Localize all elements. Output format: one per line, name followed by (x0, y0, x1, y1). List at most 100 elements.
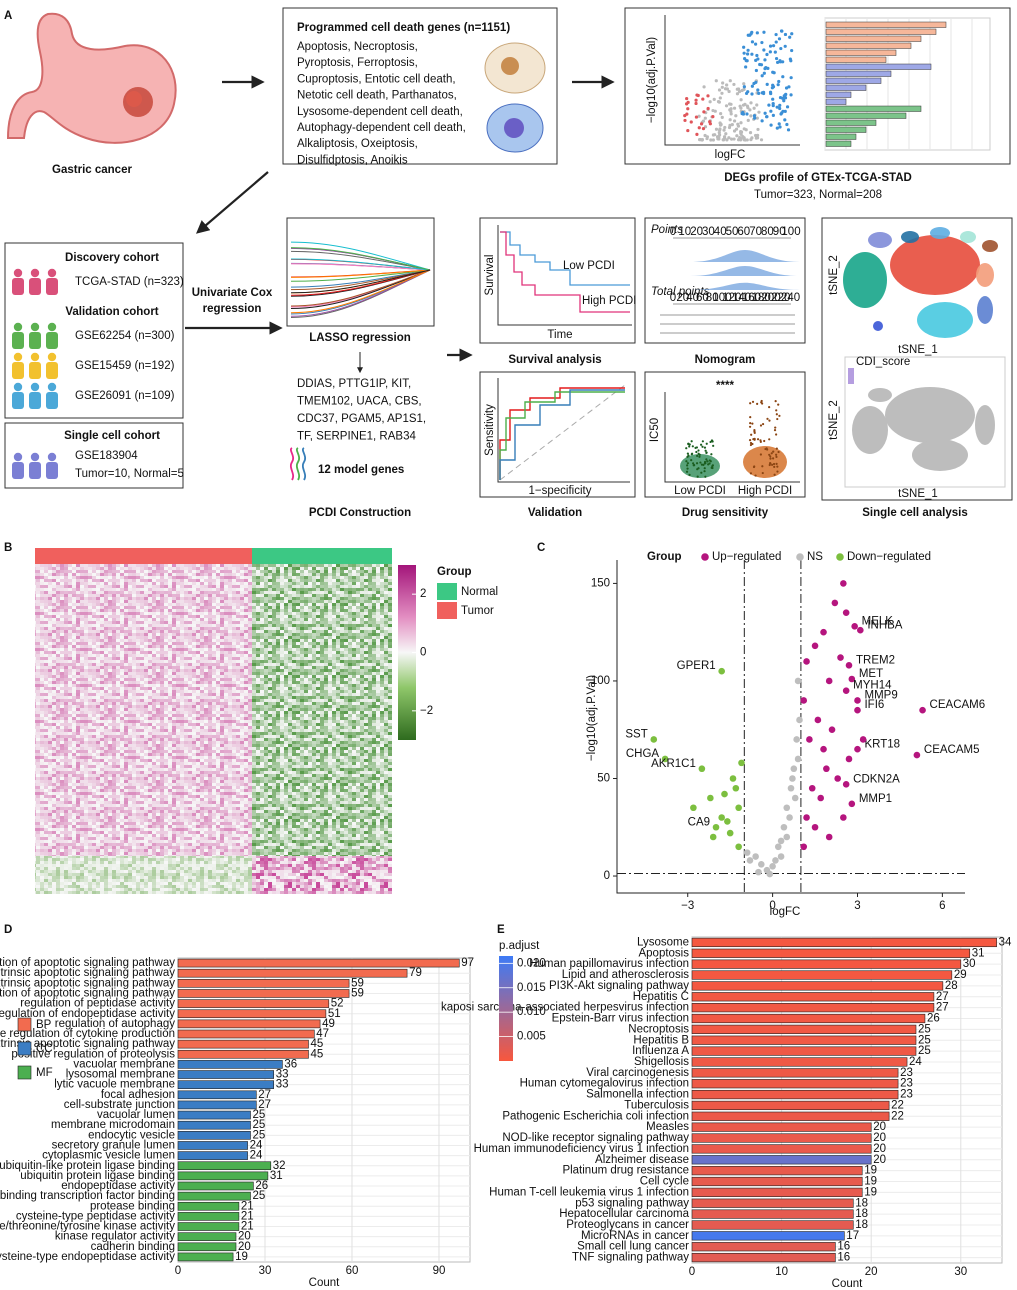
bar (691, 1198, 854, 1208)
mini-dot (746, 90, 750, 94)
gene-line: TMEM102, UACA, CBS, (297, 396, 422, 408)
mini-dot (776, 83, 780, 87)
point (772, 857, 779, 864)
violin-dot (751, 400, 755, 403)
arrow-label: regression (203, 303, 262, 315)
mini-dot (725, 87, 730, 91)
mini-dot (703, 125, 708, 129)
legend-label: MF (36, 1067, 53, 1079)
mini-dot (757, 110, 761, 114)
category-label: positive regulation of cytokine producti… (0, 1028, 175, 1040)
nomo-tick: 30 (702, 226, 715, 238)
mini-bar (825, 70, 892, 77)
legend-title: p.adjust (499, 940, 540, 952)
bar (691, 1100, 890, 1111)
point (854, 745, 861, 753)
mini-dot (776, 60, 780, 65)
value-label: 19 (864, 1186, 877, 1198)
cell-icon (501, 57, 519, 75)
category-label: Viral carcinogenesis (586, 1067, 689, 1079)
x-tick-label: 90 (433, 1265, 446, 1277)
tsne-cluster (901, 231, 919, 243)
person-icon (29, 392, 41, 409)
point (786, 814, 793, 821)
point-label: AKR1C1 (651, 758, 696, 770)
category-label: focal adhesion (101, 1089, 175, 1101)
person-icon (47, 322, 57, 332)
plot-bg (691, 936, 1003, 1264)
bar (691, 948, 971, 958)
category-label: protein serine/threonine/tyrosine kinase… (0, 1221, 175, 1233)
mini-dot (689, 120, 693, 124)
mini-dot (719, 112, 723, 116)
bar (177, 1070, 274, 1079)
cohort-title: Validation cohort (65, 306, 158, 318)
tsne-cluster (977, 296, 993, 324)
nomo-tick: 0 (670, 292, 676, 304)
tsne-cluster (890, 235, 980, 295)
point (718, 814, 725, 821)
group-bar (252, 548, 392, 564)
person-icon (12, 362, 24, 379)
x-tick-label: 0 (769, 900, 775, 912)
category-label: Pathogenic Escherichia coli infection (502, 1110, 689, 1122)
mini-dot (760, 40, 764, 45)
mini-dot (715, 135, 720, 139)
mini-dot (756, 57, 760, 61)
nomo-tick: 40 (686, 292, 699, 304)
colorbar-label: −2 (420, 705, 433, 717)
tsne-cluster (843, 252, 887, 308)
violin-dot (749, 422, 752, 425)
violin-dot (699, 443, 703, 446)
mini-dot (746, 48, 750, 52)
mini-dot (771, 70, 775, 74)
point (755, 868, 762, 876)
violin-dot (761, 465, 764, 468)
mini-dot (701, 97, 705, 101)
mini-dot (724, 132, 728, 136)
violin-dot (711, 440, 714, 443)
bar (177, 1191, 251, 1201)
category-label: Human T-cell leukemia virus 1 infection (489, 1186, 689, 1198)
value-label: 27 (936, 1002, 949, 1014)
point (707, 794, 714, 802)
violin-dot (686, 467, 689, 470)
person-icon (29, 332, 41, 349)
point-label: IFI6 (864, 699, 884, 711)
violin-dot (706, 460, 709, 463)
value-label: 17 (846, 1230, 859, 1242)
mini-dot (749, 138, 753, 142)
nomo-tick: 100 (712, 292, 731, 304)
person-icon (46, 278, 58, 295)
category-label: Influenza A (632, 1045, 689, 1057)
mini-dot (708, 120, 712, 124)
mini-dot (739, 132, 743, 136)
cohort-item: GSE62254 (n=300) (75, 330, 175, 342)
violin-dot (694, 446, 697, 449)
value-label: 45 (310, 1038, 323, 1050)
y-tick-label: 0 (604, 870, 610, 882)
violin-dot (693, 464, 696, 467)
point (854, 697, 861, 704)
point (814, 716, 822, 724)
mini-dot (779, 29, 784, 33)
point (724, 818, 731, 825)
value-label: 21 (241, 1210, 254, 1222)
nomo-tick: 160 (742, 292, 761, 304)
mini-bar (825, 28, 937, 35)
violin-dot (775, 409, 778, 412)
point (794, 677, 802, 685)
category-label: Measles (646, 1121, 689, 1133)
point (783, 804, 791, 812)
mini-dot (783, 118, 787, 122)
point (803, 658, 810, 665)
mini-dot (720, 91, 724, 95)
bar (177, 1110, 251, 1120)
mini-dot (755, 31, 759, 35)
violin-dot (772, 462, 776, 466)
gene-line: CDC37, PGAM5, AP1S1, (297, 413, 426, 425)
mini-dot (712, 97, 716, 101)
violin-dot (773, 473, 776, 476)
roc-diagonal (499, 384, 626, 481)
group-label: Low PCDI (674, 485, 726, 497)
